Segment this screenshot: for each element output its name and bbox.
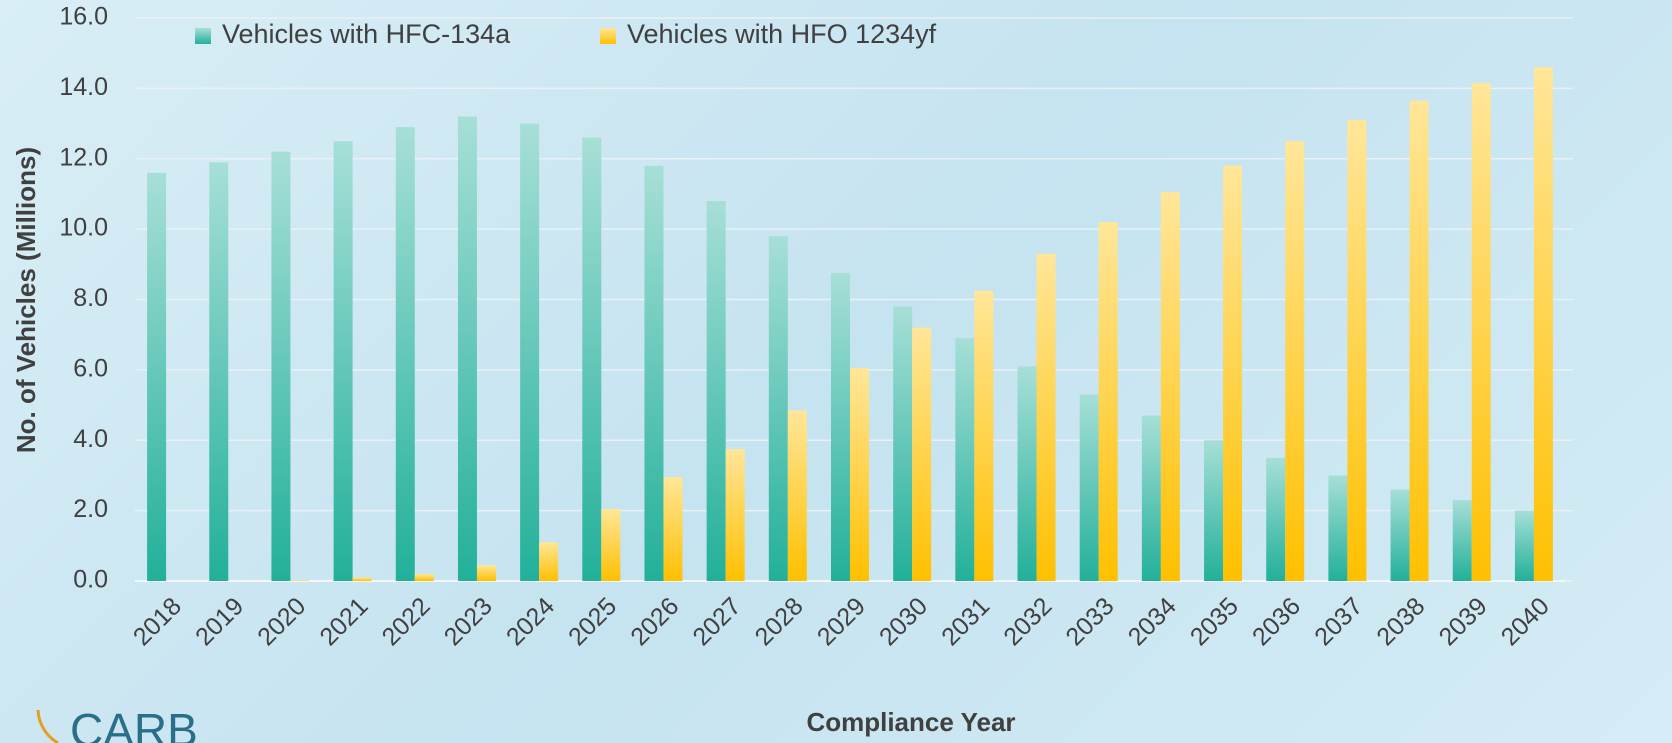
bar: [1409, 100, 1429, 582]
bar: [1266, 457, 1286, 581]
y-tick-label: 2.0: [73, 495, 108, 523]
bar: [352, 577, 372, 581]
bar: [706, 200, 726, 581]
x-tick-label: 2023: [439, 592, 498, 651]
y-tick-label: 12.0: [59, 143, 108, 171]
x-tick-label: 2018: [128, 592, 187, 651]
bar: [1533, 67, 1553, 581]
bar: [955, 338, 975, 581]
bar: [476, 565, 496, 581]
x-tick-label: 2032: [998, 592, 1057, 651]
bar: [1452, 500, 1472, 581]
bar: [1514, 510, 1534, 581]
x-tick-label: 2022: [377, 592, 436, 651]
bar: [1141, 415, 1161, 581]
bar: [787, 410, 807, 581]
x-tick-label: 2028: [750, 592, 809, 651]
bar: [414, 573, 434, 581]
bar: [1160, 192, 1180, 581]
bar: [209, 162, 229, 582]
bar: [457, 116, 477, 582]
y-tick-label: 16.0: [59, 3, 108, 31]
legend-swatch: [195, 28, 211, 44]
x-tick-label: 2040: [1496, 592, 1555, 651]
bar: [539, 542, 559, 581]
x-tick-label: 2024: [501, 592, 560, 651]
y-tick-label: 6.0: [73, 354, 108, 382]
x-axis-title: Compliance Year: [806, 707, 1015, 737]
bar: [601, 508, 621, 581]
x-tick-label: 2034: [1123, 592, 1182, 651]
bar: [1347, 120, 1367, 581]
bar: [271, 151, 291, 581]
bar: [1328, 475, 1348, 581]
bar: [644, 165, 664, 581]
bar: [831, 273, 850, 581]
bar: [850, 368, 869, 581]
bar: [1285, 141, 1305, 581]
y-tick-label: 4.0: [73, 425, 108, 453]
bar: [768, 236, 788, 581]
y-tick-label: 14.0: [59, 73, 108, 101]
x-tick-label: 2019: [190, 592, 249, 651]
bar: [893, 306, 913, 581]
bar: [725, 449, 745, 581]
x-tick-label: 2035: [1185, 592, 1244, 651]
bar: [290, 580, 310, 581]
x-tick-label: 2027: [687, 592, 746, 651]
x-tick-label: 2038: [1371, 592, 1430, 651]
x-tick-label: 2026: [625, 592, 684, 651]
bar: [1098, 222, 1118, 581]
x-tick-label: 2036: [1247, 592, 1306, 651]
x-tick-label: 2020: [252, 592, 311, 651]
legend-swatch: [600, 28, 616, 44]
bar: [147, 172, 167, 581]
x-tick-label: 2030: [874, 592, 933, 651]
logo-arc: [36, 709, 59, 743]
x-tick-label: 2037: [1309, 592, 1368, 651]
y-axis-title: No. of Vehicles (Millions): [11, 147, 41, 453]
bar: [1036, 253, 1056, 581]
bar: [1204, 440, 1224, 581]
x-tick-label: 2031: [936, 592, 995, 651]
legend-label: Vehicles with HFO 1234yf: [627, 19, 937, 49]
bar: [1223, 165, 1243, 581]
bar: [1017, 366, 1037, 581]
legend-label: Vehicles with HFC-134a: [222, 19, 511, 49]
logo: CARB: [70, 704, 198, 743]
bar: [1390, 489, 1410, 581]
x-tick-label: 2039: [1434, 592, 1493, 651]
x-tick-label: 2021: [314, 592, 373, 651]
bar: [333, 141, 353, 581]
y-tick-label: 10.0: [59, 214, 108, 242]
bar: [663, 477, 683, 581]
bar: [1079, 394, 1099, 581]
bar: [520, 123, 540, 581]
bar: [395, 127, 415, 582]
bar: [582, 137, 602, 581]
x-tick-label: 2029: [812, 592, 871, 651]
bar: [974, 290, 994, 581]
x-tick-label: 2033: [1060, 592, 1119, 651]
x-tick-label: 2025: [563, 592, 622, 651]
bar: [1471, 83, 1491, 582]
y-tick-label: 8.0: [73, 284, 108, 312]
bar: [912, 327, 932, 581]
y-tick-label: 0.0: [73, 566, 108, 594]
